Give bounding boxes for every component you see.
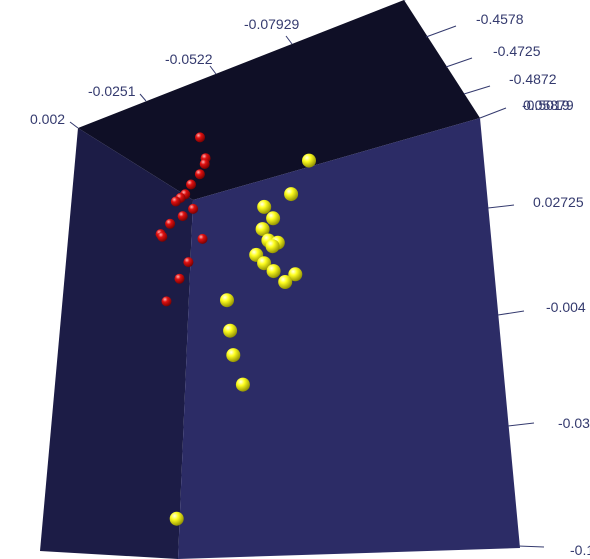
yellow-point <box>265 239 280 254</box>
yellow-point <box>266 264 281 279</box>
tick-mark <box>479 107 507 119</box>
yellow-point <box>278 275 293 289</box>
yellow-point <box>226 348 241 363</box>
yellow-point <box>266 211 281 226</box>
tick-label: -0.5019 <box>522 97 570 113</box>
data-points <box>155 132 316 526</box>
red-point <box>195 132 205 143</box>
yellow-point <box>302 153 316 168</box>
yellow-point <box>223 323 238 338</box>
tick-label: -0.07929 <box>244 16 299 32</box>
tick-label: -0.4725 <box>493 43 541 59</box>
yellow-point <box>284 187 299 202</box>
red-point <box>177 211 188 222</box>
tick-mark <box>507 422 535 427</box>
tick-label: -0.03 <box>558 415 590 431</box>
red-point <box>197 233 208 244</box>
tick-mark <box>487 204 515 209</box>
tick-label: -0.4578 <box>476 11 524 27</box>
red-point <box>174 273 185 284</box>
red-point <box>194 169 205 180</box>
tick-label: 0.05879 <box>523 97 574 113</box>
tick-label: 0.02725 <box>533 194 584 210</box>
tick-label: 0.002 <box>30 111 65 127</box>
red-point <box>183 257 194 268</box>
tick-mark <box>517 545 545 548</box>
tick-label: -0.004 <box>546 299 586 315</box>
tick-label: -0.0522 <box>165 51 213 67</box>
top-front-axis: 0.002 -0.0251 -0.0522 -0.07929 <box>30 16 299 129</box>
red-point <box>157 231 168 242</box>
tick-mark <box>69 121 79 129</box>
left-wall <box>40 128 193 559</box>
tick-mark <box>425 25 457 38</box>
top-right-axis: -0.4578 -0.4725 -0.4872 -0.5019 0.05879 <box>404 0 574 119</box>
back-wall <box>78 0 480 200</box>
red-point <box>165 218 176 229</box>
tick-label: -0.4872 <box>509 71 557 87</box>
yellow-point <box>220 293 234 308</box>
red-point <box>170 196 181 207</box>
tick-mark <box>209 65 217 75</box>
tick-label: -0.1 <box>570 542 590 558</box>
yellow-point <box>288 267 303 282</box>
yellow-point <box>169 511 184 526</box>
yellow-point <box>257 256 272 271</box>
tick-mark <box>285 35 293 45</box>
yellow-point <box>257 199 272 214</box>
yellow-point <box>235 377 250 392</box>
red-point <box>161 296 172 307</box>
tick-mark <box>139 93 147 102</box>
red-point <box>199 159 210 169</box>
red-point <box>188 203 199 214</box>
vertical-axis: 0.02725 -0.004 -0.03 -0.1 <box>487 194 590 558</box>
tick-mark <box>463 85 491 95</box>
yellow-point <box>255 222 270 237</box>
tick-mark <box>497 310 525 316</box>
tick-mark <box>445 57 473 68</box>
tick-label: -0.0251 <box>88 83 136 99</box>
red-point <box>186 179 196 190</box>
